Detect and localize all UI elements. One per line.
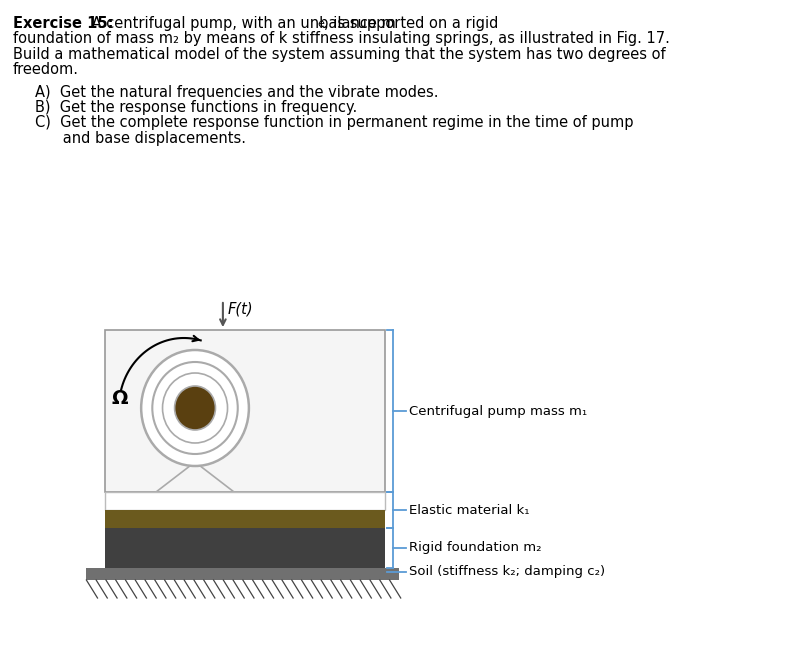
Text: Ω: Ω [111, 388, 128, 408]
Bar [105, 330, 385, 492]
Text: Centrifugal pump mass m₁: Centrifugal pump mass m₁ [409, 404, 587, 417]
Text: A centrifugal pump, with an unbalance m: A centrifugal pump, with an unbalance m [88, 16, 396, 31]
Text: , is supported on a rigid: , is supported on a rigid [324, 16, 499, 31]
Text: B)  Get the response functions in frequency.: B) Get the response functions in frequen… [36, 100, 357, 115]
Bar [105, 510, 385, 528]
Text: Elastic material k₁: Elastic material k₁ [409, 503, 529, 516]
Text: freedom.: freedom. [13, 63, 79, 78]
Circle shape [174, 386, 215, 430]
Bar [105, 492, 385, 510]
Text: Soil (stiffness k₂; damping c₂): Soil (stiffness k₂; damping c₂) [409, 565, 604, 578]
Text: Build a mathematical model of the system assuming that the system has two degree: Build a mathematical model of the system… [13, 47, 666, 62]
Text: Rigid foundation m₂: Rigid foundation m₂ [409, 542, 541, 554]
Bar [105, 528, 385, 568]
Text: and base displacements.: and base displacements. [36, 131, 246, 146]
Circle shape [152, 362, 237, 454]
Circle shape [163, 373, 227, 443]
Circle shape [141, 350, 249, 466]
Text: A)  Get the natural frequencies and the vibrate modes.: A) Get the natural frequencies and the v… [36, 85, 439, 100]
Text: F(t): F(t) [227, 302, 253, 317]
Bar [86, 568, 399, 580]
Text: foundation of mass m₂ by means of k stiffness insulating springs, as illustrated: foundation of mass m₂ by means of k stif… [13, 32, 670, 47]
Text: Exercise 15:: Exercise 15: [13, 16, 114, 31]
Text: e: e [318, 19, 324, 29]
Text: C)  Get the complete response function in permanent regime in the time of pump: C) Get the complete response function in… [36, 116, 634, 131]
